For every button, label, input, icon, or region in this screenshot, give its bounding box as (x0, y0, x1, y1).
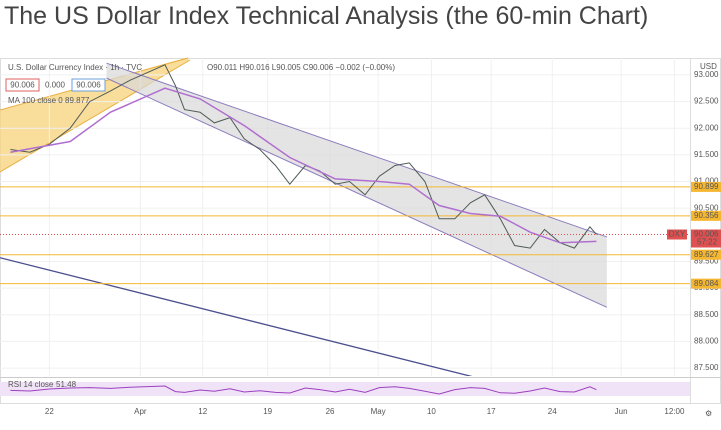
price-line (10, 87, 597, 244)
level-tag (691, 278, 721, 289)
ma-value: 89.877 (65, 96, 90, 105)
level-tag (691, 249, 721, 260)
y-tick-label: 90.500 (694, 203, 719, 212)
countdown-label: 57:22 (697, 238, 718, 247)
x-tick-label: Jun (615, 407, 628, 416)
currency-label: USD (700, 62, 717, 71)
x-tick-label: 22 (45, 407, 54, 416)
ma-label: MA 100 close 0 (8, 96, 63, 105)
y-tick-label: 87.500 (694, 363, 719, 372)
price-line (10, 64, 597, 249)
x-tick-label: 19 (263, 407, 272, 416)
ohlc-label: O90.011 H90.016 L90.005 C90.006 −0.002 (… (207, 63, 395, 72)
y-tick-label: 92.500 (694, 97, 719, 106)
y-tick-label: 93.000 (694, 70, 719, 79)
x-tick-label: Apr (134, 407, 147, 416)
y-tick-label: 88.500 (694, 310, 719, 319)
level-label: 90.356 (694, 211, 719, 220)
x-tick-label: 10 (427, 407, 436, 416)
y-tick-label: 88.000 (694, 337, 719, 346)
ticker-label: DXY (669, 230, 686, 239)
level-tag (691, 181, 721, 192)
level-label: 90.899 (694, 182, 719, 191)
rsi-line (10, 385, 597, 395)
last-price-label: 90.006 (694, 230, 719, 239)
x-tick-label: 12:00 (664, 407, 685, 416)
y-tick-label: 91.000 (694, 177, 719, 186)
rsi-value: 51.48 (56, 380, 77, 389)
chart-frame (0, 58, 721, 404)
level-label: 89.084 (694, 279, 719, 288)
rsi-label: RSI 14 close (8, 380, 54, 389)
triangle-edge (0, 59, 191, 173)
value-box-text: 90.006 (76, 81, 101, 90)
main-pane (0, 58, 690, 376)
last-price-tag (691, 229, 721, 248)
x-tick-label: 12 (198, 407, 207, 416)
x-tick-label: 24 (548, 407, 557, 416)
level-label: 89.627 (694, 250, 719, 259)
value-box-text: 0.000 (45, 81, 66, 90)
channel-line (106, 62, 608, 238)
value-box (71, 78, 106, 92)
trendline (0, 257, 473, 376)
x-tick-label: 17 (487, 407, 496, 416)
page-title: The US Dollar Index Technical Analysis (… (4, 2, 649, 30)
channel-line (106, 77, 608, 308)
y-tick-label: 89.500 (694, 257, 719, 266)
channel-fill (106, 63, 607, 308)
x-tick-label: 26 (326, 407, 335, 416)
rsi-band (0, 382, 690, 396)
value-box (5, 78, 40, 92)
overlay: U.S. Dollar Currency Index · 1h · TVC O9… (5, 62, 721, 418)
level-tag (691, 210, 721, 221)
y-tick-label: 91.500 (694, 150, 719, 159)
symbol-label: U.S. Dollar Currency Index · 1h · TVC (8, 63, 142, 72)
settings-icon[interactable]: ⚙ (705, 409, 712, 418)
x-tick-label: May (371, 407, 386, 416)
ticker-tag (667, 229, 687, 240)
value-box-text: 90.006 (10, 81, 35, 90)
y-tick-label: 92.000 (694, 123, 719, 132)
